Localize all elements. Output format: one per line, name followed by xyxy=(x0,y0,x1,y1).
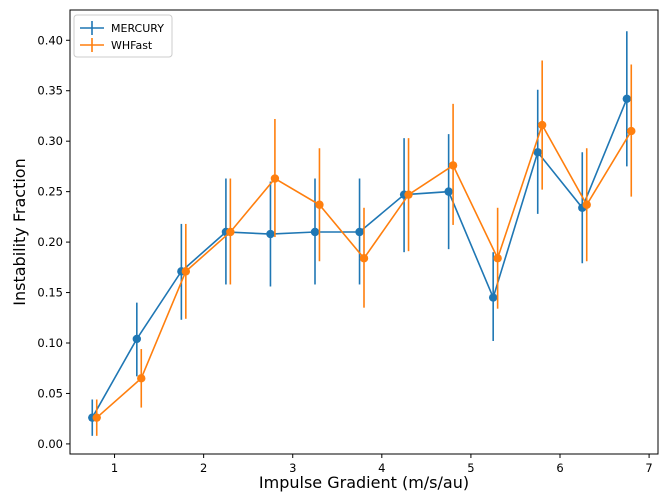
y-axis: 0.00 0.05 0.10 0.15 0.20 0.25 0.30 0.35 0.40 xyxy=(37,33,70,451)
legend: MERCURY WHFast xyxy=(73,14,173,58)
x-tick-label: 2 xyxy=(200,461,207,475)
data-point-whfast xyxy=(137,374,146,383)
series-whfast xyxy=(92,60,636,436)
y-tick-label: 0.20 xyxy=(37,235,63,249)
data-point-whfast xyxy=(448,161,458,170)
y-tick-label: 0.00 xyxy=(37,437,63,451)
data-point-whfast xyxy=(92,413,101,422)
x-tick-label: 3 xyxy=(289,461,296,475)
data-point-whfast xyxy=(404,190,413,199)
x-axis-label: Impulse Gradient (m/s/au) xyxy=(259,473,469,492)
data-point-whfast xyxy=(270,174,280,183)
plot-frame xyxy=(69,9,659,455)
y-axis-label: Instability Fraction xyxy=(10,158,29,305)
data-point-whfast xyxy=(582,200,591,209)
y-tick-label: 0.40 xyxy=(37,33,63,47)
data-point-whfast xyxy=(226,227,235,237)
data-point-whfast xyxy=(315,200,324,209)
series-mercury xyxy=(88,31,632,436)
legend-label-whfast: WHFast xyxy=(111,39,153,52)
data-point-mercury xyxy=(310,227,320,237)
data-point-whfast xyxy=(627,126,636,136)
data-point-whfast xyxy=(493,254,502,263)
y-tick-label: 0.30 xyxy=(37,134,63,148)
data-point-mercury xyxy=(355,227,364,237)
y-tick-label: 0.10 xyxy=(37,336,63,350)
data-point-whfast xyxy=(537,120,547,130)
data-point-mercury xyxy=(622,94,632,104)
data-point-mercury xyxy=(266,229,275,239)
data-point-mercury xyxy=(444,187,453,196)
x-axis: 1 2 3 4 5 6 7 xyxy=(111,454,653,475)
legend-entry-whfast: WHFast xyxy=(80,38,153,52)
data-point-mercury xyxy=(488,293,498,302)
x-tick-label: 1 xyxy=(111,461,118,475)
y-tick-label: 0.25 xyxy=(37,185,63,199)
x-tick-label: 6 xyxy=(556,461,563,475)
y-tick-label: 0.35 xyxy=(37,84,63,98)
legend-label-mercury: MERCURY xyxy=(111,22,164,35)
x-tick-label: 7 xyxy=(645,461,652,475)
series-layer xyxy=(88,31,636,436)
data-point-mercury xyxy=(533,148,542,157)
data-point-mercury xyxy=(132,334,142,344)
legend-entry-mercury: MERCURY xyxy=(80,21,164,35)
y-tick-label: 0.15 xyxy=(37,286,63,300)
legend-box xyxy=(73,14,173,58)
data-point-whfast xyxy=(359,254,369,263)
x-tick-label: 5 xyxy=(467,461,474,475)
data-point-whfast xyxy=(181,267,191,276)
x-tick-label: 4 xyxy=(378,461,385,475)
y-tick-label: 0.05 xyxy=(37,386,63,400)
